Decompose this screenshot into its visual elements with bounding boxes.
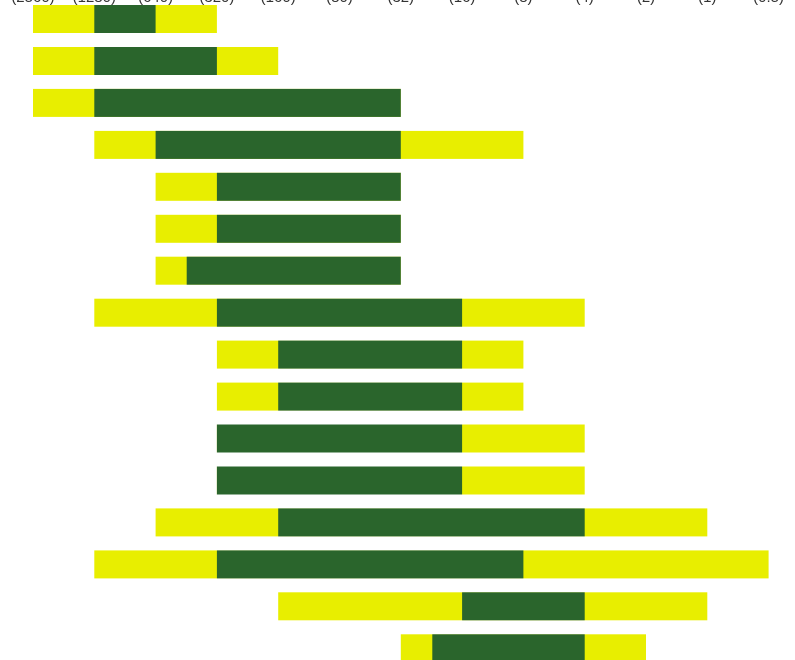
inner-range-bar xyxy=(155,130,401,159)
x-tick-label: (160) xyxy=(261,0,296,6)
x-tick-label: (320) xyxy=(199,0,234,6)
x-tick-label: (1) xyxy=(698,0,716,6)
inner-range-bar xyxy=(216,466,463,495)
x-axis-ticks: (2560) (1280) (640) (320) (160) (80) (32) (16) (… xyxy=(11,0,784,6)
inner-range-bar xyxy=(216,298,463,327)
x-tick-label: (80) xyxy=(326,0,353,6)
x-tick-label: (2) xyxy=(637,0,655,6)
inner-range-bar xyxy=(186,256,401,285)
inner-range-bar xyxy=(216,550,524,579)
inner-range-bar xyxy=(216,424,463,453)
x-tick-label: (4) xyxy=(576,0,594,6)
inner-range-bar xyxy=(462,592,585,621)
x-tick-label: (2560) xyxy=(11,0,54,6)
inner-range-bar xyxy=(94,5,156,33)
inner-range-bar xyxy=(278,508,585,537)
inner-range-bar xyxy=(278,340,463,369)
x-tick-label: (640) xyxy=(138,0,173,6)
x-tick-label: (16) xyxy=(449,0,476,6)
bars xyxy=(33,5,769,660)
inner-range-bar xyxy=(216,214,401,243)
inner-range-bar xyxy=(432,634,585,660)
x-tick-label: (1280) xyxy=(73,0,116,6)
x-tick-label: (32) xyxy=(387,0,414,6)
x-tick-label: (8) xyxy=(514,0,532,6)
inner-range-bar xyxy=(216,172,401,201)
inner-range-bar xyxy=(278,382,463,411)
inner-range-bar xyxy=(94,47,217,75)
inner-range-bar xyxy=(94,88,401,117)
x-tick-label: (0.5) xyxy=(753,0,784,6)
